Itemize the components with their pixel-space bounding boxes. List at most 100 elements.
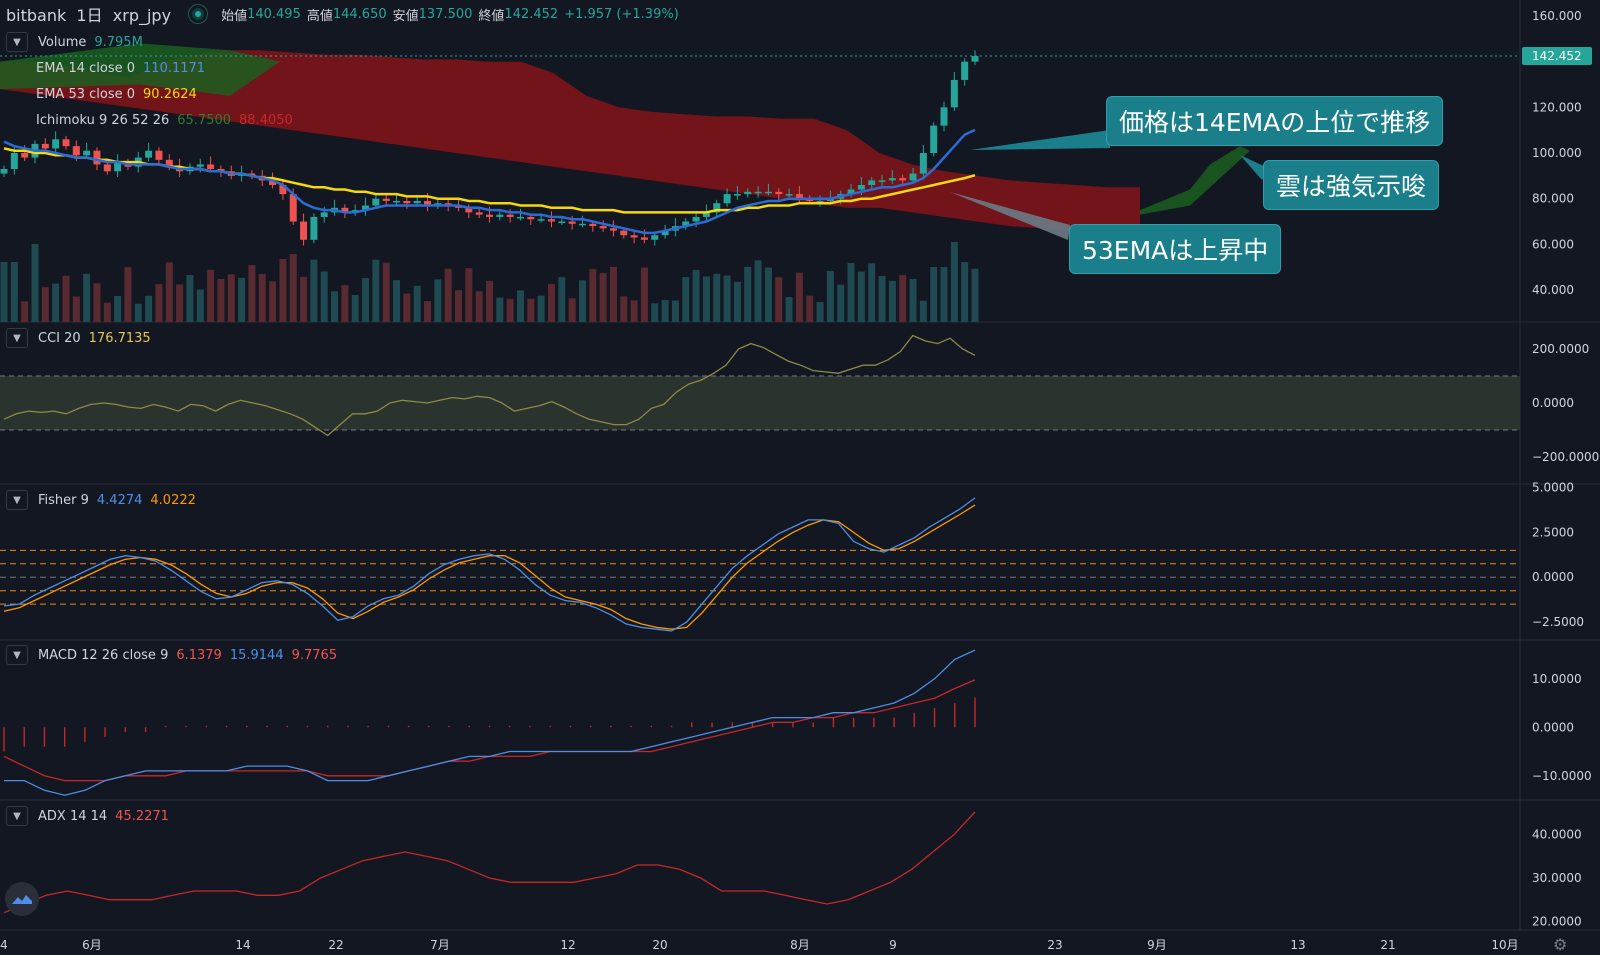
chevron-down-icon[interactable]: ▼ — [6, 328, 28, 348]
volume-bar — [176, 284, 184, 322]
symbol-header: bitbank 1日 xrp_jpy 始値 140.495 高値 144.650 安… — [6, 3, 685, 25]
change-value: +1.957 (+1.39%) — [564, 6, 679, 22]
candle-body — [589, 223, 597, 227]
candle-body — [83, 150, 91, 156]
volume-bar — [899, 275, 907, 322]
cci-tick-label: 0.0000 — [1532, 396, 1574, 410]
volume-bar — [826, 270, 834, 322]
volume-bar — [21, 301, 29, 322]
open-label: 始値 — [221, 8, 248, 24]
volume-bar — [227, 274, 235, 322]
candle-body — [620, 230, 628, 236]
fisher-trigger-line — [3, 504, 976, 630]
fisher-tick-label: 0.0000 — [1532, 570, 1574, 584]
last-price-tag-label: 142.452 — [1532, 49, 1582, 63]
chevron-down-icon[interactable]: ▼ — [6, 490, 28, 510]
volume-bar — [919, 300, 927, 322]
legend-fisher-v1: 4.4274 — [96, 492, 143, 508]
price-tick-label: 160.000 — [1532, 9, 1582, 23]
chevron-down-icon[interactable]: ▼ — [6, 645, 28, 665]
candle-body — [310, 216, 318, 240]
candle-body — [713, 203, 721, 213]
legend-ichimoku[interactable]: Ichimoku 9 26 52 26 65.7500 88.4050 — [36, 110, 301, 130]
time-tick-label: 22 — [328, 938, 343, 952]
candle-body — [362, 205, 370, 211]
volume-bar — [723, 275, 731, 322]
legend-cci-name: CCI 20 — [38, 330, 81, 346]
callout-cloud: 雲は強気示唆 — [1263, 160, 1440, 210]
legend-adx[interactable]: ▼ ADX 14 14 45.2271 — [6, 806, 177, 826]
legend-cci-value: 176.7135 — [88, 330, 151, 346]
time-tick-label: 20 — [652, 938, 667, 952]
time-tick-label: 13 — [1290, 938, 1305, 952]
legend-fisher-name: Fisher 9 — [38, 492, 89, 508]
volume-bar — [186, 275, 194, 322]
volume-bar — [640, 267, 648, 322]
chevron-down-icon[interactable]: ▼ — [6, 806, 28, 826]
legend-macd[interactable]: ▼ MACD 12 26 close 9 6.1379 15.9144 9.77… — [6, 645, 345, 665]
callout-pointer-1 — [970, 130, 1110, 150]
candle-body — [403, 200, 411, 204]
candle-body — [93, 150, 101, 165]
volume-bar — [558, 277, 566, 322]
candle-body — [640, 237, 648, 240]
gear-icon[interactable]: ⚙ — [1553, 935, 1568, 954]
legend-ema14[interactable]: EMA 14 close 0 110.1171 — [36, 58, 213, 78]
volume-bar — [465, 268, 473, 322]
volume-bar — [630, 300, 638, 322]
volume-bar — [785, 297, 793, 322]
candle-body — [0, 168, 8, 174]
legend-fisher[interactable]: ▼ Fisher 9 4.4274 4.0222 — [6, 490, 204, 510]
legend-ema53[interactable]: EMA 53 close 0 90.2624 — [36, 84, 205, 104]
volume-bar — [52, 283, 60, 322]
candle-body — [496, 214, 504, 217]
macd-tick-label: −10.0000 — [1532, 769, 1592, 783]
adx-tick-label: 30.0000 — [1532, 871, 1582, 885]
legend-volume[interactable]: ▼ Volume 9.795M — [6, 32, 151, 52]
high-value: 144.650 — [332, 6, 387, 22]
volume-bar — [692, 269, 700, 322]
candle-body — [372, 198, 380, 206]
candle-body — [909, 173, 917, 181]
candle-body — [382, 198, 390, 201]
volume-bar — [372, 259, 380, 322]
volume-bar — [434, 279, 442, 322]
volume-bar — [393, 280, 401, 322]
candle-body — [165, 159, 173, 167]
legend-ichimoku-v2: 88.4050 — [239, 112, 293, 128]
time-tick-label: 12 — [560, 938, 575, 952]
candle-body — [537, 219, 545, 221]
chevron-down-icon[interactable]: ▼ — [6, 32, 28, 52]
volume-bar — [455, 290, 463, 322]
volume-bar — [114, 295, 122, 322]
volume-bar — [971, 268, 979, 322]
legend-macd-name: MACD 12 26 close 9 — [38, 647, 169, 663]
volume-bar — [279, 259, 287, 322]
ema14-line — [3, 128, 976, 235]
volume-bar — [351, 294, 359, 322]
symbol-title[interactable]: bitbank 1日 xrp_jpy — [6, 6, 172, 25]
candle-body — [950, 79, 958, 108]
volume-bar — [0, 262, 8, 322]
candle-body — [145, 150, 153, 158]
time-tick-label: 9 — [889, 938, 897, 952]
candle-body — [919, 153, 927, 174]
candle-body — [733, 194, 741, 196]
high-label: 高値 — [306, 8, 333, 24]
volume-bars — [0, 242, 979, 322]
candle-body — [21, 153, 29, 158]
candle-body — [558, 221, 566, 224]
volume-bar — [403, 293, 411, 322]
legend-cci[interactable]: ▼ CCI 20 176.7135 — [6, 328, 159, 348]
close-label: 終値 — [478, 8, 505, 24]
volume-bar — [671, 300, 679, 322]
volume-bar — [62, 275, 70, 322]
volume-bar — [496, 297, 504, 322]
tradingview-logo-icon[interactable] — [5, 882, 39, 916]
candle-body — [269, 180, 277, 185]
volume-bar — [72, 296, 80, 322]
candle-body — [785, 194, 793, 196]
pane-dividers — [0, 0, 1600, 931]
close-value: 142.452 — [504, 6, 559, 22]
